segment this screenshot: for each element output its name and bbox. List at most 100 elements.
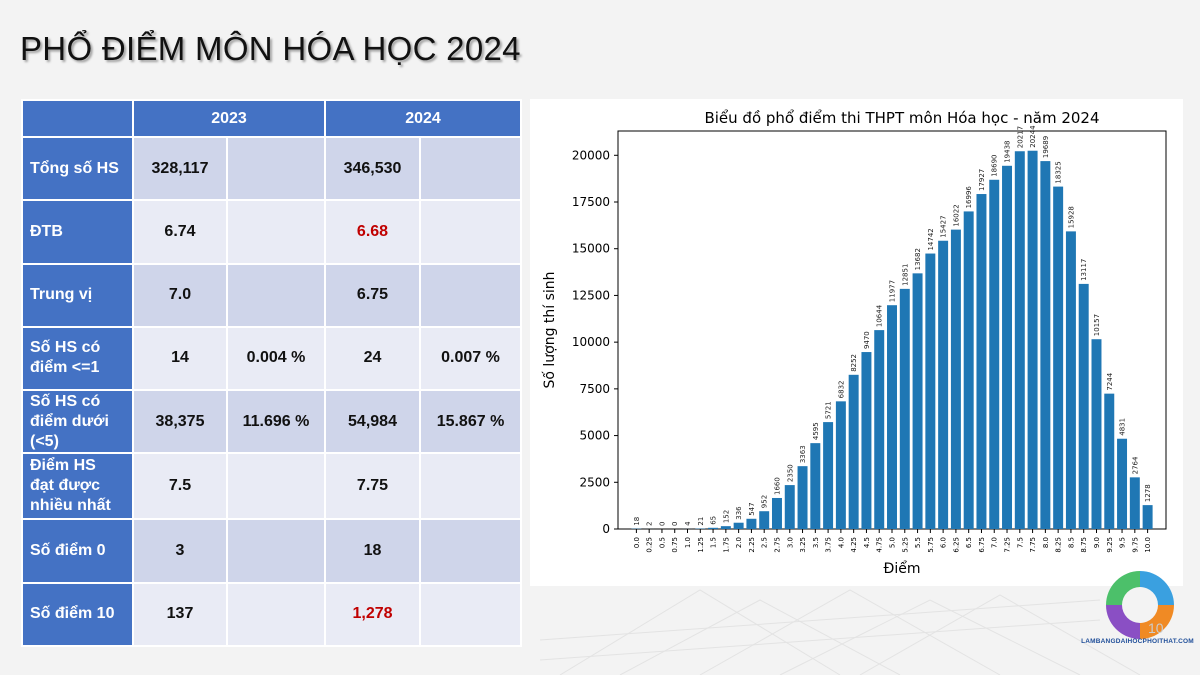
- bar-6.75: [976, 194, 987, 529]
- x-tick-label: 0.75: [671, 537, 679, 553]
- row-label: ĐTB: [21, 199, 134, 265]
- bar-1.75: [720, 526, 731, 529]
- bar-7.0: [989, 179, 1000, 529]
- x-tick-label: 9.75: [1131, 537, 1139, 553]
- percent-2023: [226, 199, 326, 265]
- percent-2023: [226, 581, 326, 648]
- row-label: Tổng số HS: [21, 136, 134, 202]
- x-tick-label: 5.25: [901, 537, 909, 553]
- score-distribution-chart: Biểu đồ phổ điểm thi THPT môn Hóa học - …: [530, 99, 1183, 586]
- y-tick-label: 5000: [579, 429, 610, 443]
- bar-6.25: [950, 229, 961, 529]
- bar-4.5: [861, 352, 872, 529]
- bar-value-label: 952: [761, 495, 769, 508]
- x-tick-label: 4.5: [863, 537, 871, 548]
- bar-5.25: [899, 288, 910, 529]
- x-tick-label: 6.5: [965, 537, 973, 548]
- value-2023: 7.5: [132, 452, 228, 521]
- bar-value-label: 1660: [773, 477, 781, 495]
- bar-9.5: [1117, 438, 1128, 529]
- x-tick-label: 2.25: [748, 537, 756, 553]
- bar-value-label: 4: [684, 521, 692, 526]
- x-tick-label: 2.5: [761, 537, 769, 548]
- bar-value-label: 17927: [978, 169, 986, 191]
- x-tick-label: 5.0: [889, 537, 897, 548]
- bar-value-label: 16022: [952, 204, 960, 226]
- percent-2024: 15.867 %: [419, 388, 522, 455]
- bar-value-label: 14742: [927, 228, 935, 250]
- x-tick-label: 8.5: [1067, 537, 1075, 548]
- x-tick-label: 0.25: [646, 537, 654, 553]
- value-2024: 346,530: [324, 136, 421, 202]
- bar-9.0: [1091, 339, 1102, 529]
- value-2024: 6.75: [324, 262, 421, 328]
- bar-value-label: 13117: [1080, 259, 1088, 281]
- bar-value-label: 65: [710, 516, 718, 525]
- x-tick-label: 6.0: [940, 537, 948, 548]
- bar-8.5: [1065, 231, 1076, 529]
- value-2023: 6.74: [132, 199, 228, 265]
- table-row-most-common-score: Điểm HS đạt được nhiều nhất 7.5 7.75: [21, 452, 522, 521]
- bar-value-label: 18690: [991, 154, 999, 176]
- x-tick-label: 7.5: [1016, 537, 1024, 548]
- bar-value-label: 0: [671, 522, 679, 526]
- bars-group: [631, 150, 1153, 530]
- percent-2023: 0.004 %: [226, 325, 326, 392]
- logo-text: LAMBANGDAIHOCPHOITHAT.COM: [1081, 638, 1194, 645]
- bar-3.25: [797, 466, 808, 529]
- bar-value-label: 21: [697, 517, 705, 526]
- x-tick-label: 6.75: [978, 537, 986, 553]
- x-tick-label: 4.0: [837, 537, 845, 548]
- value-2023: 137: [132, 581, 228, 648]
- bar-5.5: [912, 273, 923, 529]
- x-tick-label: 1.25: [697, 537, 705, 553]
- bar-6.5: [963, 211, 974, 530]
- bar-labels-group: 18 2 0 0 4 21 65 152 336 547952166023503363459557…: [633, 125, 1152, 526]
- x-tick-label: 9.5: [1119, 537, 1127, 548]
- bar-value-label: 1278: [1144, 484, 1152, 502]
- x-tick-label: 7.75: [1029, 537, 1037, 553]
- x-tick-label: 6.25: [952, 537, 960, 553]
- bar-value-label: 18: [633, 517, 641, 526]
- table-row-average-score: ĐTB 6.74 6.68: [21, 199, 522, 265]
- bar-value-label: 20244: [1029, 125, 1037, 148]
- bar-8.75: [1078, 283, 1089, 529]
- y-tick-label: 17500: [572, 195, 610, 209]
- bar-value-label: 336: [735, 506, 743, 520]
- bar-3.5: [810, 443, 821, 529]
- value-2023: 328,117: [132, 136, 228, 202]
- x-tick-label: 2.75: [773, 537, 781, 553]
- x-tick-label: 10.0: [1144, 537, 1152, 553]
- bar-2.0: [733, 522, 744, 529]
- x-tick-label: 9.25: [1106, 537, 1114, 553]
- bar-value-label: 19438: [1004, 141, 1012, 163]
- bar-value-label: 15928: [1067, 206, 1075, 228]
- x-tick-label: 0.0: [633, 537, 641, 548]
- bar-value-label: 2: [646, 521, 654, 525]
- x-tick-label: 3.75: [825, 537, 833, 553]
- x-tick-label: 3.0: [786, 537, 794, 548]
- table-row-score-le-1: Số HS có điểm <=1 14 0.004 % 24 0.007 %: [21, 325, 522, 392]
- bar-9.75: [1129, 477, 1140, 529]
- bar-value-label: 11977: [889, 280, 897, 302]
- table-row-score-0-count: Số điểm 0 3 18: [21, 518, 522, 584]
- bar-value-label: 2350: [786, 464, 794, 482]
- x-tick-label: 8.75: [1080, 537, 1088, 553]
- x-tick-label: 3.25: [799, 537, 807, 553]
- x-tick-label: 1.5: [710, 537, 718, 548]
- bar-value-label: 18325: [1055, 161, 1063, 183]
- row-label: Số HS có điểm dưới (<5): [21, 388, 134, 455]
- table-row-score-below-5: Số HS có điểm dưới (<5) 38,375 11.696 % …: [21, 388, 522, 455]
- x-tick-label: 5.75: [927, 537, 935, 553]
- x-axis-label: Điểm: [884, 560, 921, 577]
- y-tick-label: 0: [602, 522, 610, 536]
- value-2024: 18: [324, 518, 421, 584]
- y-tick-label: 15000: [572, 242, 610, 256]
- x-axis-ticks: 0.0 0.25 0.5 0.75 1.0 1.25 1.5 1.75 2.0 2.25 2.5 2.…: [633, 529, 1152, 553]
- bar-4.0: [835, 401, 846, 529]
- site-logo: [1106, 571, 1174, 639]
- bar-value-label: 4831: [1119, 418, 1127, 436]
- bar-7.25: [1002, 165, 1013, 529]
- table-corner-cell: [21, 98, 134, 139]
